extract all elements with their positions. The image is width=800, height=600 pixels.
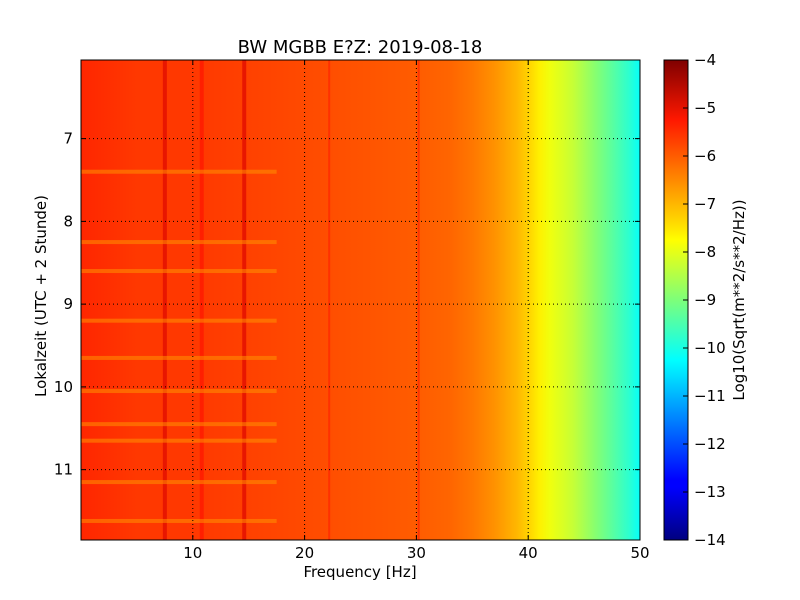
- spectral-line: [417, 60, 420, 540]
- colorbar-tick-label: −6: [694, 147, 716, 165]
- y-axis-label: Lokalzeit (UTC + 2 Stunde): [32, 195, 50, 397]
- y-tick-label: 10: [54, 378, 73, 396]
- x-tick-label: 10: [183, 544, 202, 562]
- colorbar-ticks: −4 −5 −6 −7 −8 −9 −10 −11 −12 −13 −14: [683, 51, 726, 549]
- colorbar-tick-label: −10: [694, 339, 726, 357]
- gap-stripe: [81, 480, 277, 485]
- colorbar-tick-label: −11: [694, 387, 726, 405]
- gap-stripe: [81, 518, 277, 523]
- gap-stripe: [81, 355, 277, 360]
- x-tick-label: 40: [519, 544, 538, 562]
- colorbar-tick-label: −7: [694, 195, 716, 213]
- plot-area: [81, 60, 640, 540]
- colorbar-tick-label: −9: [694, 291, 716, 309]
- y-axis: 7 8 9 10 11: [54, 130, 640, 479]
- gap-stripe: [81, 240, 277, 245]
- y-tick-label: 9: [63, 295, 73, 313]
- colorbar-tick-label: −13: [694, 483, 726, 501]
- y-tick-label: 7: [63, 130, 73, 148]
- x-axis-label: Frequency [Hz]: [303, 563, 416, 581]
- grid: [81, 60, 640, 540]
- y-tick-label: 11: [54, 461, 73, 479]
- colorbar-tick-label: −8: [694, 243, 716, 261]
- y-tick-label: 8: [63, 212, 73, 230]
- spectral-line: [162, 60, 167, 540]
- colorbar-tick-label: −12: [694, 435, 726, 453]
- x-axis: 10 20 30 40 50: [183, 60, 650, 562]
- spectral-line: [328, 60, 331, 540]
- colorbar-tick-label: −14: [694, 531, 726, 549]
- spectral-line: [242, 60, 247, 540]
- gap-stripe: [81, 269, 277, 274]
- x-tick-label: 20: [295, 544, 314, 562]
- gap-stripe: [81, 389, 277, 394]
- gap-stripe: [81, 318, 277, 323]
- x-tick-label: 50: [630, 544, 649, 562]
- gap-stripe: [81, 422, 277, 427]
- spectral-lines: [162, 60, 420, 540]
- colorbar-label: Log10(Sqrt(m**2/s**2/Hz)): [730, 199, 748, 400]
- plot-frame: [80, 59, 641, 541]
- time-gaps: [81, 169, 277, 523]
- colorbar-tick-label: −5: [694, 99, 716, 117]
- gap-stripe: [81, 438, 277, 443]
- spectral-line: [199, 60, 204, 540]
- spectrum-background: [81, 60, 640, 540]
- chart-title: BW MGBB E?Z: 2019-08-18: [238, 37, 483, 58]
- colorbar: −4 −5 −6 −7 −8 −9 −10 −11 −12 −13 −14 Log10(Sqrt(m…: [663, 51, 748, 549]
- colorbar-tick-label: −4: [694, 51, 716, 69]
- gap-stripe: [81, 169, 277, 174]
- x-tick-label: 30: [407, 544, 426, 562]
